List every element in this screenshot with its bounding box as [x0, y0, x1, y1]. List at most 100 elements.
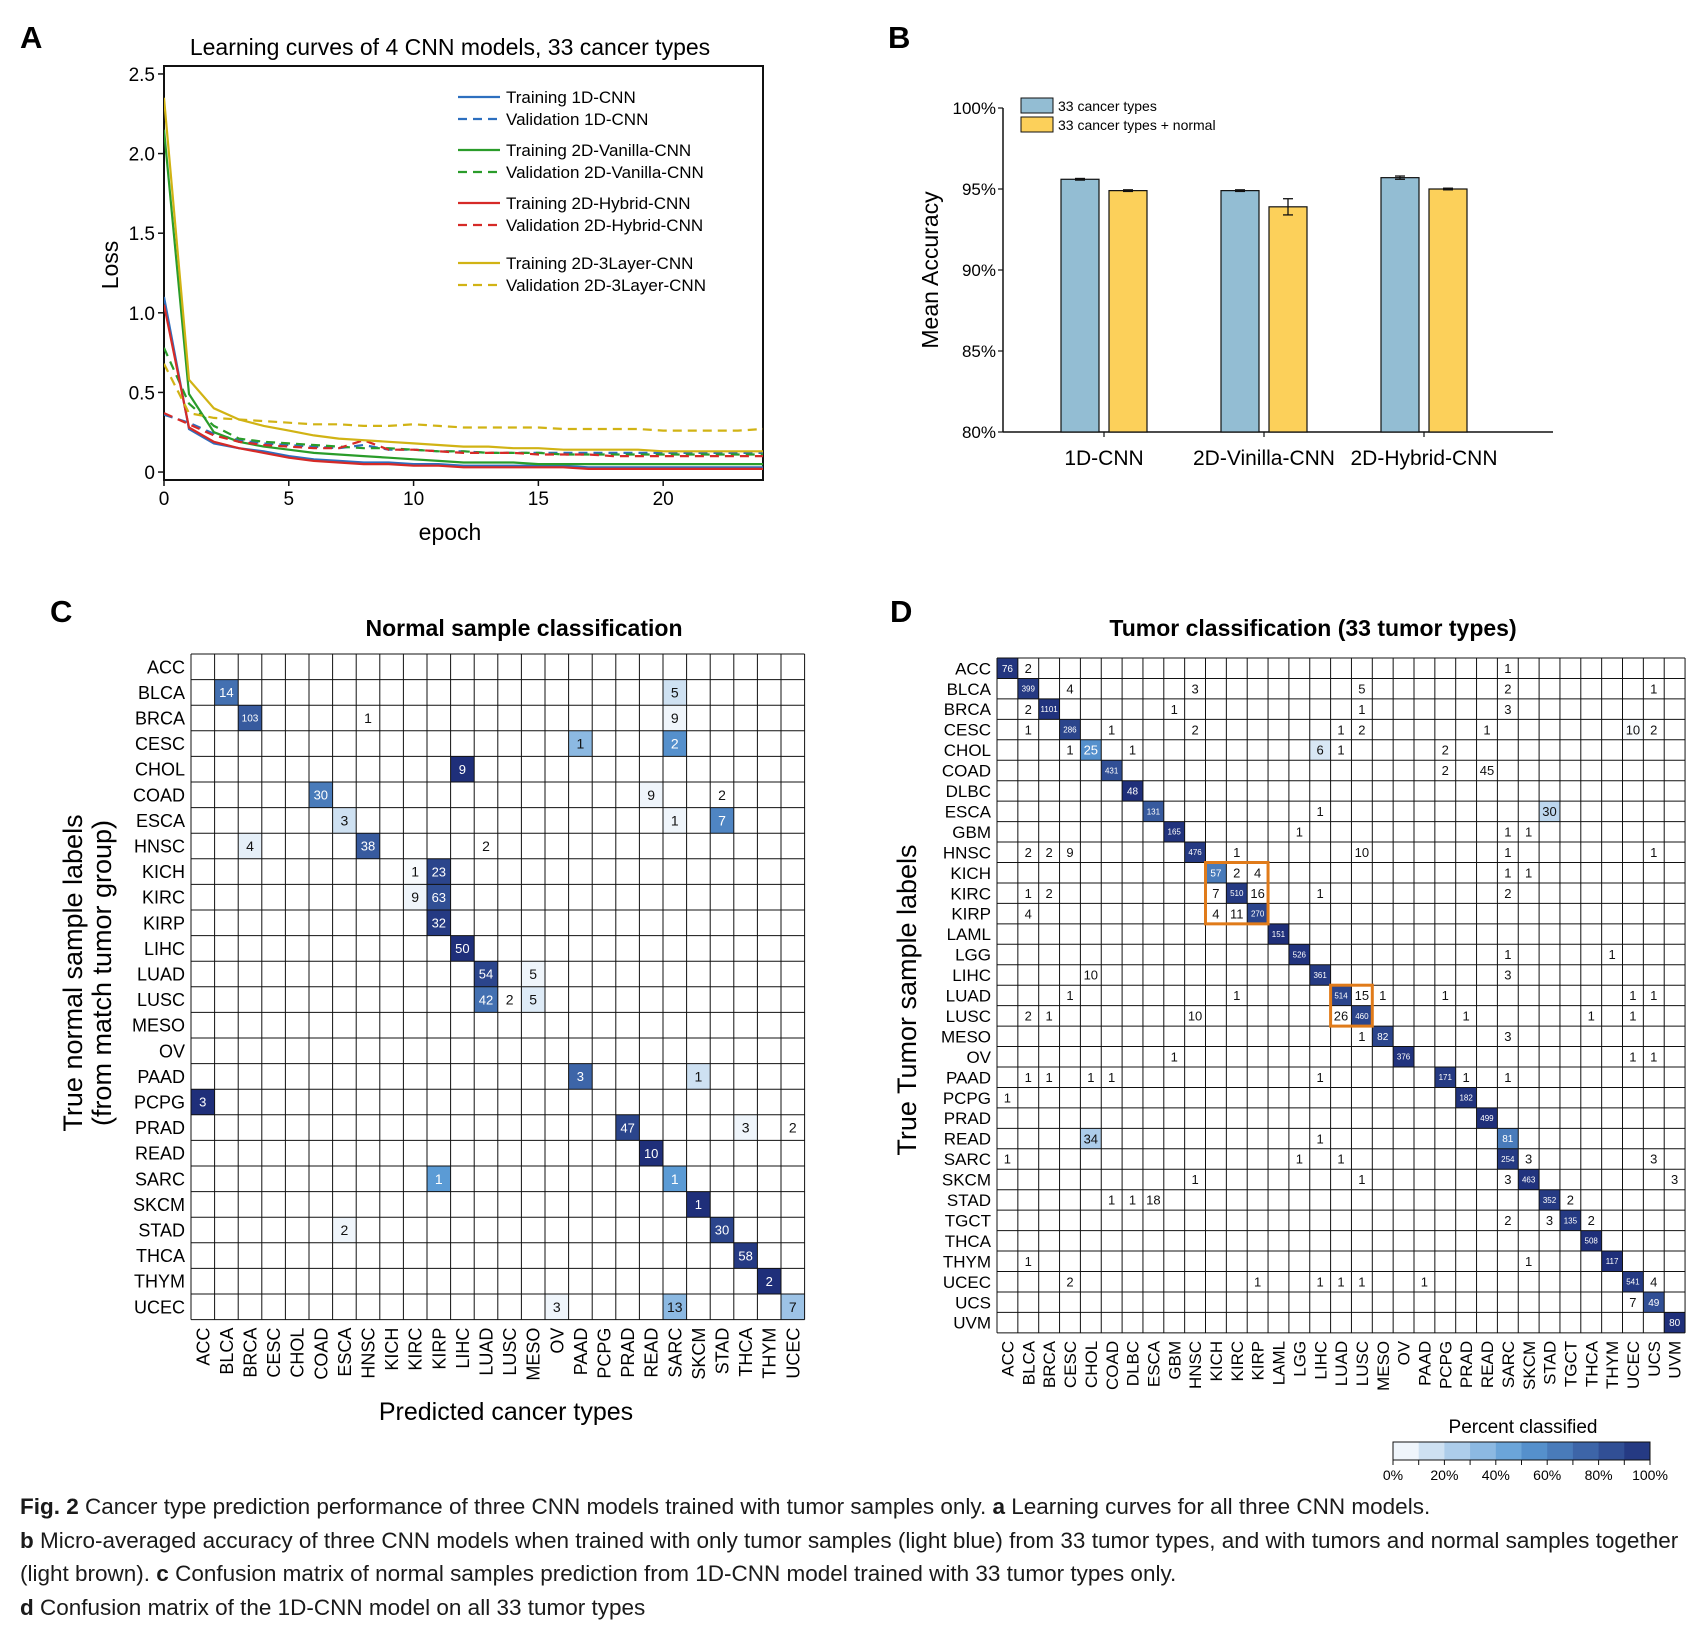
column-label: BRCA: [1040, 1340, 1059, 1388]
cell-value: 1: [411, 864, 419, 880]
cell-value: 1: [1317, 804, 1324, 819]
cell-value: 1: [1358, 1274, 1365, 1289]
panel-c-ylabel-line2: (from match tumor group): [87, 820, 117, 1126]
caption-fig-label: Fig. 2: [20, 1494, 79, 1519]
column-label: STAD: [712, 1328, 732, 1375]
panel-b: B 80% 85% 90% 95% 100% 1D-CNN 2D-Vinilla-CNN 2D…: [888, 20, 1553, 470]
cell-value: 63: [432, 890, 446, 905]
y-tick-label: 90%: [962, 261, 996, 280]
row-label: DLBC: [946, 782, 991, 801]
matrix-cell: [1351, 1005, 1373, 1027]
matrix-cell: [474, 986, 498, 1013]
y-tick-label: 95%: [962, 180, 996, 199]
column-label: ESCA: [335, 1328, 355, 1377]
column-label: PCPG: [594, 1328, 614, 1379]
matrix-cell: [1309, 739, 1331, 761]
row-label: LUAD: [946, 987, 991, 1006]
bar: [1268, 206, 1308, 433]
series-line-validation-2d-3layer-cnn: [164, 363, 763, 432]
cell-value: 2: [1233, 865, 1240, 880]
row-label: KICH: [950, 864, 991, 883]
matrix-cell: [1163, 821, 1185, 843]
column-label: UCEC: [1624, 1341, 1643, 1389]
y-tick-label: 1.0: [129, 304, 155, 325]
cell-value: 5: [529, 992, 537, 1008]
column-label: BLCA: [1019, 1340, 1038, 1385]
cell-value: 38: [361, 839, 375, 854]
cell-value: 3: [1650, 1152, 1657, 1167]
matrix-cell: [663, 705, 687, 731]
cell-value: 1: [1504, 825, 1511, 840]
cell-value: 431: [1105, 766, 1119, 775]
row-label: LUSC: [946, 1007, 991, 1026]
column-label: READ: [1478, 1341, 1497, 1388]
row-label: PCPG: [943, 1089, 991, 1108]
caption-c-text: Confusion matrix of normal samples predi…: [168, 1561, 1177, 1586]
matrix-cell: [1288, 944, 1310, 965]
matrix-cell: [663, 679, 687, 706]
cell-value: 30: [1542, 804, 1556, 819]
matrix-cell: [1622, 719, 1644, 740]
cell-value: 2: [482, 838, 490, 854]
column-label: PRAD: [618, 1328, 638, 1378]
cell-value: 182: [1459, 1094, 1473, 1103]
legend-label: Training 2D-Hybrid-CNN: [506, 194, 691, 213]
row-label: CHOL: [135, 760, 185, 780]
column-label: LUAD: [476, 1328, 496, 1376]
cell-value: 1: [1066, 743, 1073, 758]
cell-value: 9: [459, 762, 466, 777]
y-tick-label: 1.5: [129, 224, 155, 245]
legend-label: Training 1D-CNN: [506, 88, 636, 107]
row-label: HNSC: [943, 843, 991, 862]
cell-value: 3: [1504, 1029, 1511, 1044]
column-label: ACC: [999, 1341, 1018, 1377]
cell-value: 1: [695, 1197, 702, 1212]
cell-value: 10: [1188, 1009, 1202, 1024]
cell-value: 42: [479, 992, 493, 1007]
row-label: THCA: [945, 1232, 992, 1251]
matrix-cell: [521, 961, 545, 987]
y-tick-label: 2.5: [129, 65, 155, 86]
matrix-cell: [450, 935, 475, 962]
column-label: SARC: [665, 1328, 685, 1378]
column-label: COAD: [1103, 1341, 1122, 1390]
cell-value: 10: [644, 1146, 658, 1161]
cell-value: 1: [1108, 1193, 1115, 1208]
cell-value: 399: [1022, 685, 1036, 694]
column-label: DLBC: [1124, 1341, 1143, 1386]
cell-value: 1: [1004, 1152, 1011, 1167]
row-label: LUSC: [137, 990, 185, 1010]
column-label: KICH: [382, 1328, 402, 1371]
cell-value: 2: [671, 736, 679, 752]
column-label: OV: [1395, 1340, 1414, 1365]
cell-value: 3: [1671, 1172, 1678, 1187]
cell-value: 1: [1650, 845, 1657, 860]
colorbar-tick-label: 20%: [1430, 1467, 1458, 1480]
cell-value: 15: [1355, 988, 1369, 1003]
y-tick-label: 100%: [953, 99, 996, 118]
column-label: LUSC: [1353, 1341, 1372, 1386]
matrix-cell: [568, 1063, 593, 1090]
matrix-cell: [1622, 1271, 1644, 1292]
matrix-cell: [238, 833, 262, 859]
cell-value: 9: [1066, 845, 1073, 860]
cell-value: 23: [432, 864, 446, 879]
panel-a-letter: A: [20, 20, 42, 55]
cell-value: 2: [1442, 743, 1449, 758]
matrix-cell: [639, 1140, 663, 1166]
caption-b-text: Micro-averaged accuracy of three CNN mod…: [20, 1527, 1679, 1587]
cell-value: 54: [479, 967, 493, 982]
cell-value: 2: [1046, 845, 1053, 860]
column-label: SKCM: [1520, 1341, 1539, 1390]
cell-value: 2: [1567, 1193, 1574, 1208]
matrix-cell: [1664, 1312, 1686, 1333]
cell-value: 1: [1358, 1172, 1365, 1187]
cell-value: 270: [1251, 910, 1265, 919]
cell-value: 1: [364, 710, 372, 726]
cell-value: 3: [742, 1120, 750, 1136]
column-label: BRCA: [240, 1328, 260, 1378]
colorbar-segment: [1598, 1442, 1625, 1460]
row-label: THYM: [943, 1252, 991, 1271]
caption-intro: Cancer type prediction performance of th…: [78, 1494, 993, 1519]
